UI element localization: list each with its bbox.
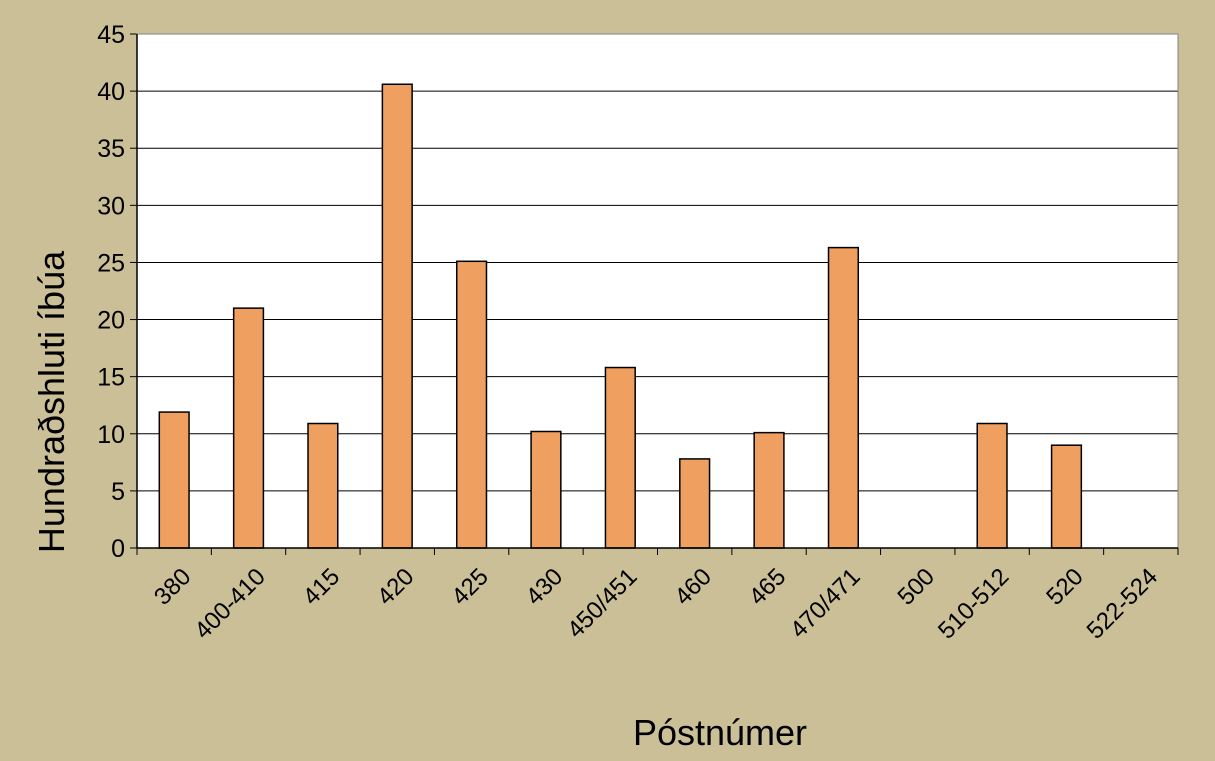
x-tick-label: 522-524 (1082, 563, 1163, 644)
x-tick-label: 465 (744, 563, 791, 610)
x-tick-label: 415 (298, 563, 345, 610)
y-tick-labels: 0 5 10 15 20 25 30 35 40 45 (97, 21, 125, 563)
bar (976, 422, 1008, 549)
y-tick-label: 10 (97, 421, 125, 449)
y-tick-label: 25 (97, 249, 125, 277)
x-axis-title: Póstnúmer (633, 712, 807, 753)
x-tick-label: 470/471 (785, 563, 865, 643)
bar (307, 422, 339, 549)
x-tick-label: 425 (446, 563, 493, 610)
y-tick-label: 15 (97, 364, 125, 392)
y-tick-label: 0 (111, 535, 125, 563)
x-tick-label: 450/451 (562, 563, 642, 643)
bar (158, 411, 190, 549)
y-tick-label: 30 (97, 192, 125, 220)
x-tick-label: 400-410 (189, 563, 270, 644)
y-tick-label: 20 (97, 307, 125, 335)
bar (530, 430, 562, 549)
bar (753, 431, 785, 549)
x-tick-label: 430 (521, 563, 568, 610)
bar (679, 458, 711, 549)
x-tick-label: 380 (149, 563, 196, 610)
y-axis-title: Hundraðshluti íbúa (31, 250, 72, 553)
bar (827, 246, 860, 549)
x-tick-label: 420 (372, 563, 419, 610)
x-tick-label: 510-512 (933, 563, 1014, 644)
x-tick-label: 500 (893, 563, 940, 610)
y-tick-label: 35 (97, 135, 125, 163)
x-tick-label: 460 (670, 563, 717, 610)
bar (381, 83, 413, 549)
axes (130, 33, 1179, 555)
bar (604, 366, 636, 549)
bar (232, 307, 265, 549)
y-tick-label: 5 (111, 478, 125, 506)
bar (455, 260, 488, 549)
y-tick-label: 40 (97, 78, 125, 106)
bar (1050, 444, 1083, 549)
x-tick-label: 520 (1041, 563, 1088, 610)
plot-area (137, 34, 1178, 548)
bars (158, 83, 1083, 549)
y-tick-label: 45 (97, 21, 125, 49)
